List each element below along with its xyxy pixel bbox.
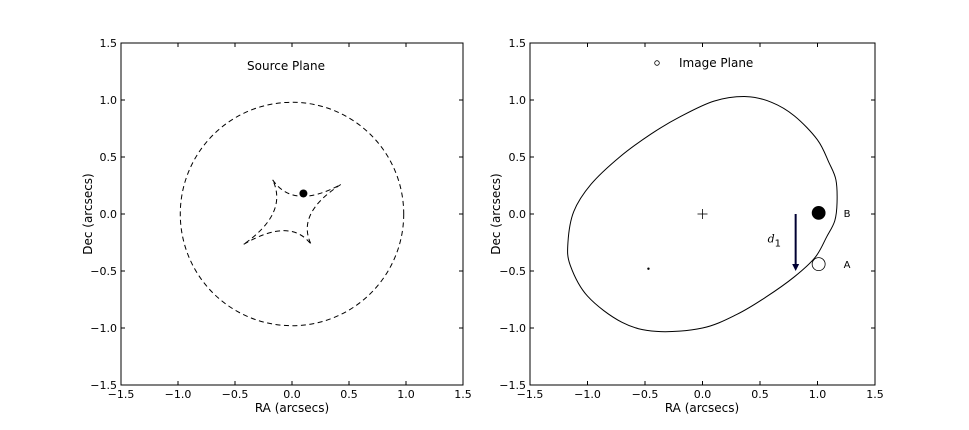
image-plane-ytick-label: −1.0 xyxy=(499,322,526,335)
image-plane-xtick-label: −0.5 xyxy=(632,388,659,401)
central-image-dot xyxy=(647,267,650,270)
image-plane-ylabel: Dec (arcsecs) xyxy=(489,173,503,255)
image-plane-xtick-label: 1.0 xyxy=(809,388,827,401)
critical-curve xyxy=(567,96,838,333)
source-plane-axes-frame xyxy=(120,42,464,386)
image-plane-xtick-label: 1.5 xyxy=(866,388,884,401)
source-plane-ytick-label: 0.5 xyxy=(100,151,118,164)
delay-arrow-label: d xyxy=(768,233,775,246)
image-a-marker xyxy=(811,257,826,272)
source-plane-xtick-label: −0.5 xyxy=(222,388,249,401)
source-plane-xtick-label: 1.5 xyxy=(454,388,472,401)
delay-arrow-head xyxy=(792,264,800,271)
image-plane-ytick-label: 0.5 xyxy=(509,151,527,164)
image-plane-ticks: −1.5 −1.0 −0.5 0.0 0.5 1.0 1.5 −1.5 −1.0 −0.5 0.0 0… xyxy=(499,37,883,401)
source-plane-xlabel: RA (arcsecs) xyxy=(255,401,329,415)
source-plane-xtick-label: −1.5 xyxy=(108,388,135,401)
source-plane-ytick-label: −1.5 xyxy=(90,379,117,392)
image-plane-xtick-label: 0.5 xyxy=(751,388,769,401)
source-plane-xtick-label: −1.0 xyxy=(165,388,192,401)
source-plane-ticks: −1.5 −1.0 −0.5 0.0 0.5 1.0 1.5 −1.5 −1.0 −0.5 0.0 0… xyxy=(90,37,471,401)
image-plane-ytick-label: 1.5 xyxy=(509,37,527,50)
image-plane-title: Image Plane xyxy=(679,56,753,70)
source-plane-xtick-label: 1.0 xyxy=(397,388,415,401)
source-plane-ytick-label: −0.5 xyxy=(90,265,117,278)
image-plane-xtick-label: −1.5 xyxy=(517,388,544,401)
source-plane-title: Source Plane xyxy=(247,59,325,73)
image-b-marker xyxy=(811,205,826,220)
image-plane-xtick-label: −1.0 xyxy=(574,388,601,401)
image-plane-xtick-label: 0.0 xyxy=(694,388,712,401)
image-plane-xlabel: RA (arcsecs) xyxy=(665,401,739,415)
caustic-astroid xyxy=(242,179,342,246)
source-plane-panel: Source Plane RA (arcsecs) Dec (arcsecs) … xyxy=(81,37,472,415)
source-plane-marks xyxy=(179,101,405,327)
image-plane-ytick-label: −1.5 xyxy=(499,379,526,392)
image-b-label: B xyxy=(844,209,851,220)
source-plane-xtick-label: 0.0 xyxy=(283,388,301,401)
delay-arrow-subscript: 1 xyxy=(775,239,781,250)
image-plane-ytick-label: 1.0 xyxy=(509,94,527,107)
image-plane-ytick-label: −0.5 xyxy=(499,265,526,278)
source-plane-ytick-label: −1.0 xyxy=(90,322,117,335)
source-point xyxy=(299,189,308,198)
image-plane-marks: d 1 B A xyxy=(567,96,851,333)
source-plane-ytick-label: 0.0 xyxy=(100,208,118,221)
image-plane-legend-marker xyxy=(654,60,660,66)
image-a-label: A xyxy=(844,260,851,271)
source-plane-ylabel: Dec (arcsecs) xyxy=(81,173,95,255)
image-plane-panel: Image Plane RA (arcsecs) Dec (arcsecs) −… xyxy=(489,37,884,415)
image-plane-ytick-label: 0.0 xyxy=(509,208,527,221)
source-plane-ytick-label: 1.5 xyxy=(100,37,118,50)
caustic-circle xyxy=(179,101,405,327)
source-plane-ytick-label: 1.0 xyxy=(100,94,118,107)
source-plane-xtick-label: 0.5 xyxy=(340,388,358,401)
